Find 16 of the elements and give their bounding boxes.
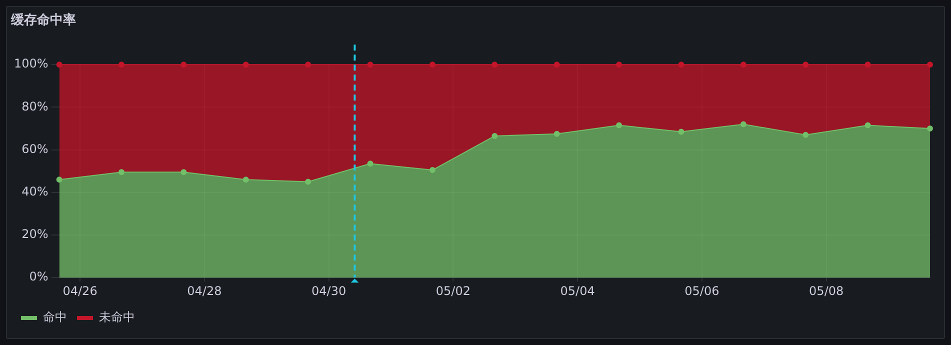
y-tick-label: 0%: [29, 270, 48, 284]
x-tick-label: 04/26: [62, 284, 98, 298]
y-tick-label: 100%: [14, 56, 48, 71]
x-tick-label: 05/02: [436, 284, 470, 298]
x-tick-label: 05/04: [560, 284, 595, 298]
y-tick-label: 80%: [22, 99, 48, 114]
x-tick-label: 05/06: [684, 284, 720, 298]
chart-title: 缓存命中率: [10, 12, 76, 28]
x-tick-label: 05/08: [809, 284, 844, 298]
y-tick-label: 20%: [22, 227, 48, 242]
legend-label: 命中: [43, 310, 67, 324]
y-tick-label: 60%: [22, 142, 48, 156]
legend-label: 未命中: [99, 310, 135, 324]
x-tick-label: 04/30: [312, 284, 346, 298]
x-tick-label: 04/28: [187, 284, 222, 298]
y-tick-label: 40%: [22, 184, 48, 199]
